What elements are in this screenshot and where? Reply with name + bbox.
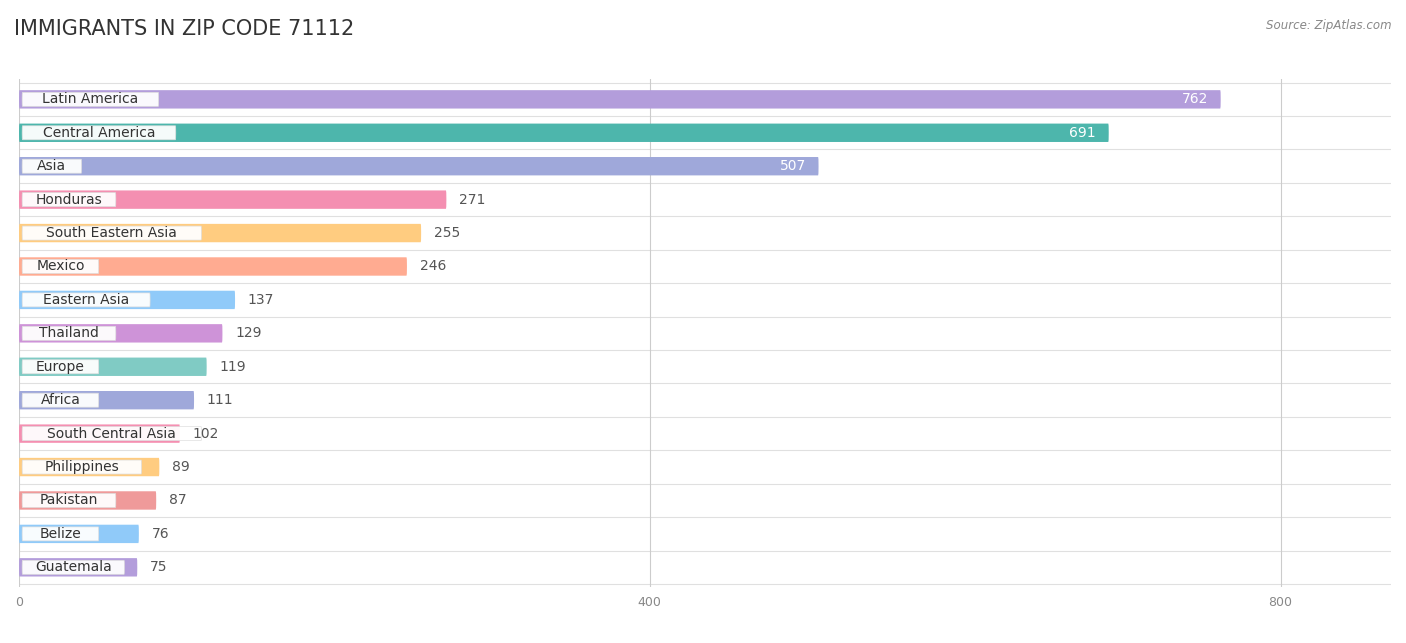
Text: Eastern Asia: Eastern Asia (44, 293, 129, 307)
Text: 87: 87 (169, 493, 187, 507)
FancyBboxPatch shape (22, 260, 98, 273)
FancyBboxPatch shape (22, 226, 201, 240)
FancyBboxPatch shape (20, 224, 422, 242)
FancyBboxPatch shape (22, 360, 98, 374)
Text: 129: 129 (235, 327, 262, 340)
Text: Source: ZipAtlas.com: Source: ZipAtlas.com (1267, 19, 1392, 32)
FancyBboxPatch shape (20, 424, 180, 443)
Text: IMMIGRANTS IN ZIP CODE 71112: IMMIGRANTS IN ZIP CODE 71112 (14, 19, 354, 39)
FancyBboxPatch shape (20, 491, 156, 510)
Text: Europe: Europe (37, 360, 84, 374)
FancyBboxPatch shape (20, 358, 207, 376)
Text: South Central Asia: South Central Asia (48, 426, 176, 440)
FancyBboxPatch shape (20, 391, 194, 410)
Text: 102: 102 (193, 426, 219, 440)
FancyBboxPatch shape (20, 190, 446, 209)
FancyBboxPatch shape (22, 560, 124, 574)
Text: 271: 271 (458, 193, 485, 206)
Text: Belize: Belize (39, 527, 82, 541)
FancyBboxPatch shape (22, 93, 159, 106)
Text: 111: 111 (207, 393, 233, 407)
Text: 89: 89 (172, 460, 190, 474)
Text: 75: 75 (150, 560, 167, 574)
Text: 762: 762 (1181, 93, 1208, 106)
FancyBboxPatch shape (20, 90, 1220, 109)
FancyBboxPatch shape (22, 193, 115, 206)
Text: Mexico: Mexico (37, 260, 84, 273)
FancyBboxPatch shape (22, 159, 82, 173)
FancyBboxPatch shape (22, 427, 201, 440)
Text: Thailand: Thailand (39, 327, 98, 340)
Text: 255: 255 (434, 226, 460, 240)
FancyBboxPatch shape (22, 293, 150, 307)
Text: Central America: Central America (42, 126, 155, 140)
FancyBboxPatch shape (22, 394, 98, 407)
FancyBboxPatch shape (20, 123, 1109, 142)
Text: 246: 246 (419, 260, 446, 273)
Text: Guatemala: Guatemala (35, 560, 111, 574)
FancyBboxPatch shape (22, 126, 176, 140)
Text: 507: 507 (780, 159, 806, 173)
Text: Pakistan: Pakistan (39, 493, 98, 507)
Text: Asia: Asia (38, 159, 66, 173)
FancyBboxPatch shape (20, 257, 406, 276)
FancyBboxPatch shape (20, 558, 138, 577)
Text: 119: 119 (219, 360, 246, 374)
FancyBboxPatch shape (20, 458, 159, 476)
FancyBboxPatch shape (20, 291, 235, 309)
FancyBboxPatch shape (22, 493, 115, 507)
Text: 137: 137 (247, 293, 274, 307)
FancyBboxPatch shape (22, 460, 142, 474)
Text: 76: 76 (152, 527, 169, 541)
FancyBboxPatch shape (22, 527, 98, 541)
Text: Latin America: Latin America (42, 93, 139, 106)
Text: South Eastern Asia: South Eastern Asia (46, 226, 177, 240)
FancyBboxPatch shape (20, 157, 818, 176)
FancyBboxPatch shape (22, 327, 115, 340)
Text: Philippines: Philippines (45, 460, 120, 474)
Text: Africa: Africa (41, 393, 80, 407)
Text: Honduras: Honduras (35, 193, 103, 206)
FancyBboxPatch shape (20, 525, 139, 543)
Text: 691: 691 (1070, 126, 1097, 140)
FancyBboxPatch shape (20, 324, 222, 343)
